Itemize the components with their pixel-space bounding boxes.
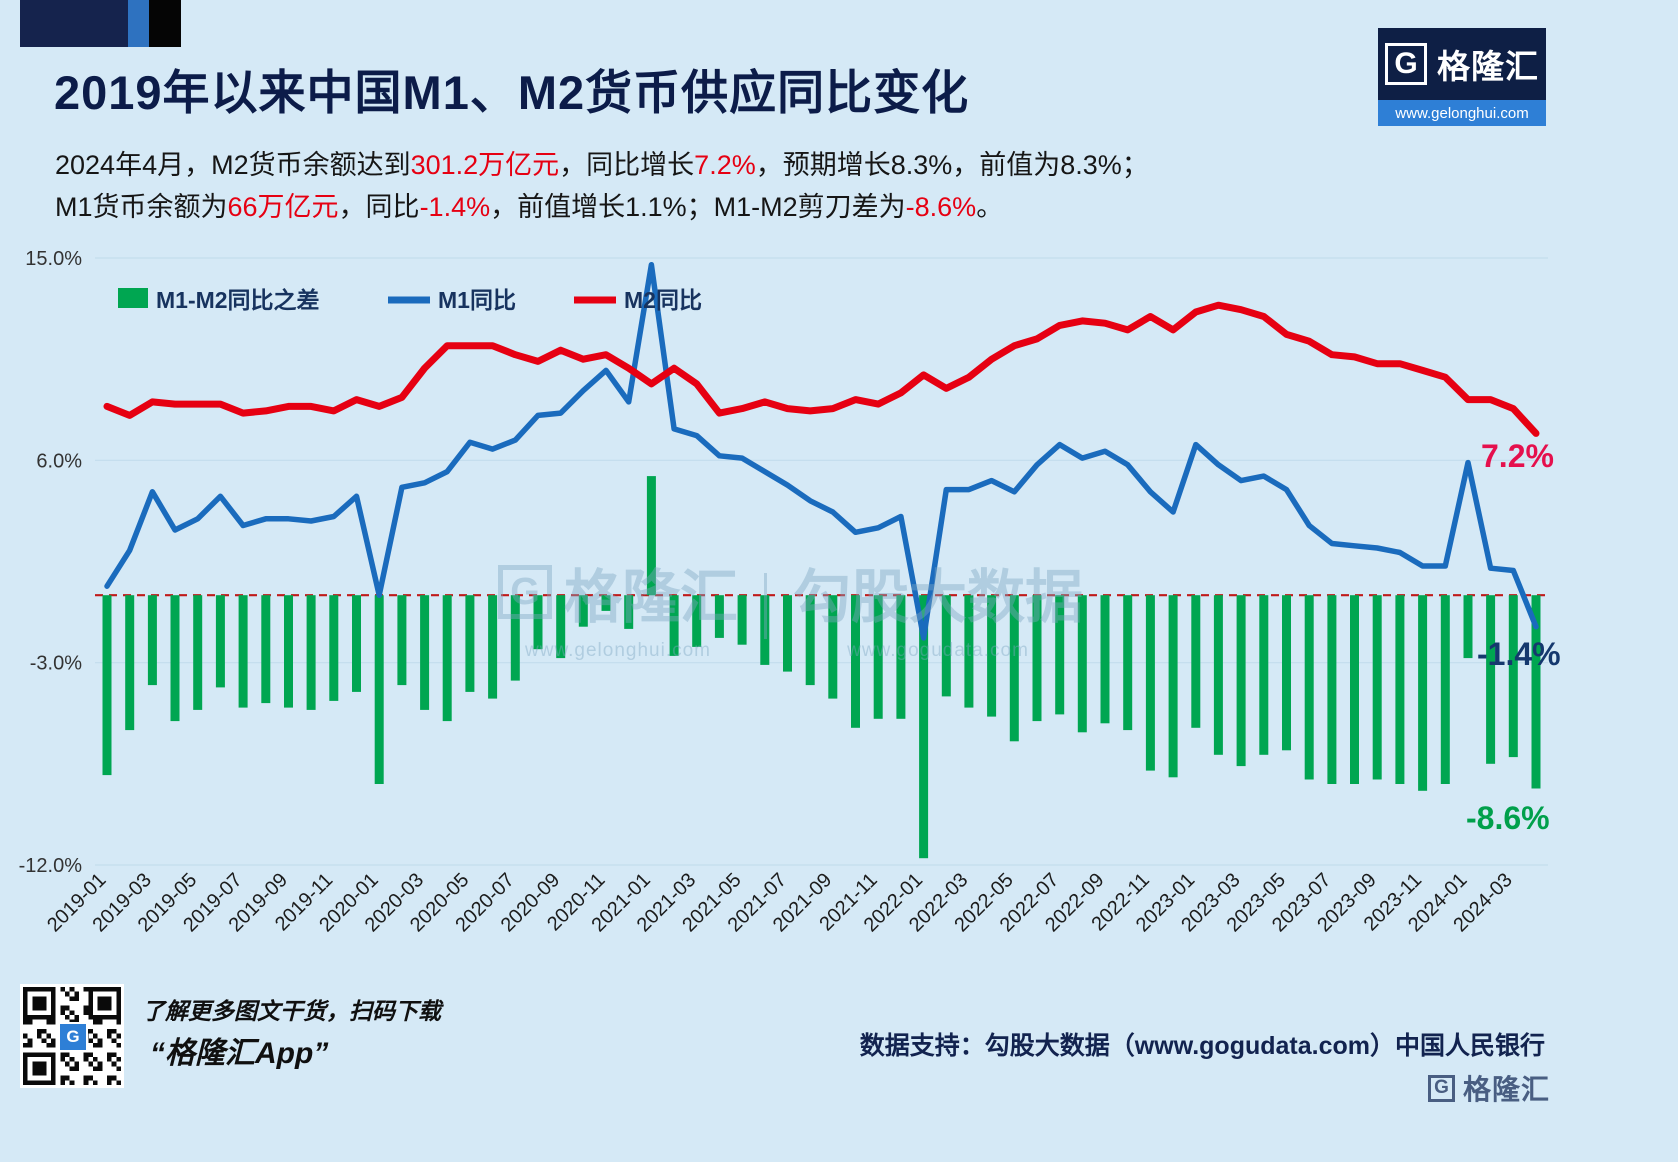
qr-caption: 了解更多图文干货，扫码下载: [142, 998, 441, 1024]
highlight-value: 7.2%: [694, 150, 756, 180]
decor-block-black: [149, 0, 181, 47]
highlight-value: 301.2万亿元: [410, 150, 560, 180]
watermark-brand: 格隆汇: [564, 565, 739, 630]
decor-block-blue: [128, 0, 149, 47]
footer-brand-name: 格隆汇: [1462, 1074, 1550, 1105]
highlight-value: -8.6%: [905, 192, 977, 222]
watermark-url-2: www.gogudata.com: [847, 640, 1029, 661]
y-axis-label: 6.0%: [36, 450, 82, 472]
gelonghui-g-icon: G: [1385, 43, 1427, 85]
subtitle-line-1: 2024年4月，M2货币余额达到301.2万亿元，同比增长7.2%，预期增长8.…: [55, 144, 1355, 186]
subtitle-text: 。: [976, 192, 1004, 222]
qr-center-g-icon: G: [58, 1022, 88, 1052]
watermark-g-icon: G: [498, 565, 552, 619]
diff-bars: [102, 476, 1541, 859]
watermark-partner-col: 勾股大数据 www.gogudata.com: [793, 550, 1083, 662]
watermark-divider: [764, 573, 768, 639]
subtitle-text: M1货币余额为: [55, 192, 228, 222]
data-source-credit: 数据支持：勾股大数据（www.gogudata.com）中国人民银行: [859, 1032, 1545, 1060]
highlight-value: 66万亿元: [227, 192, 339, 222]
y-axis-label: 15.0%: [25, 248, 82, 270]
highlight-value: -1.4%: [419, 192, 491, 222]
footer-g-icon: G: [1427, 1074, 1455, 1102]
brand-url: www.gelonghui.com: [1378, 100, 1546, 126]
legend-diff-label: M1-M2同比之差: [156, 287, 320, 313]
subtitle-text: ，同比: [338, 192, 420, 222]
watermark-url-1: www.gelonghui.com: [525, 640, 711, 661]
subtitle-text: ，前值增长1.1%；M1-M2剪刀差为: [490, 192, 906, 222]
y-axis-label: -12.0%: [19, 855, 83, 877]
legend-diff-swatch: [118, 288, 148, 308]
watermark: G 格隆汇 www.gelonghui.com 勾股大数据 www.goguda…: [498, 550, 1083, 662]
subtitle: 2024年4月，M2货币余额达到301.2万亿元，同比增长7.2%，预期增长8.…: [55, 144, 1355, 228]
watermark-brand-col: G 格隆汇 www.gelonghui.com: [498, 550, 738, 662]
m1-line: [104, 261, 1539, 641]
app-name: “格隆汇App”: [150, 1037, 329, 1070]
annotation-m1-latest: -1.4%: [1477, 636, 1561, 672]
subtitle-text: ，同比增长: [559, 150, 695, 180]
y-axis-label: -3.0%: [30, 653, 82, 675]
annotation-diff-latest: -8.6%: [1466, 800, 1550, 836]
subtitle-text: ，预期增长8.3%，前值为8.3%；: [755, 150, 1149, 180]
brand-logo: G 格隆汇 www.gelonghui.com: [1378, 28, 1546, 126]
m2-line: [103, 301, 1540, 437]
brand-name: 格隆汇: [1437, 48, 1539, 85]
watermark-partner: 勾股大数据: [793, 565, 1084, 630]
m1-m2-chart: 15.0% 6.0% -3.0% -12.0% 2019-01 2019-03 2019-0…: [0, 238, 1678, 983]
subtitle-text: 2024年4月，M2货币余额达到: [55, 150, 411, 180]
annotation-m2-latest: 7.2%: [1481, 438, 1554, 474]
chart-legend: M1-M2同比之差 M1同比 M2同比: [118, 287, 702, 313]
legend-m2-label: M2同比: [624, 287, 702, 313]
page-title: 2019年以来中国M1、M2货币供应同比变化: [54, 66, 970, 119]
footer-brand-logo: G 格隆汇: [1427, 1068, 1550, 1108]
subtitle-line-2: M1货币余额为66万亿元，同比-1.4%，前值增长1.1%；M1-M2剪刀差为-…: [55, 186, 1355, 228]
decor-block-navy: [20, 0, 128, 47]
legend-m1-label: M1同比: [438, 287, 516, 313]
brand-logo-top: G 格隆汇: [1378, 28, 1546, 100]
